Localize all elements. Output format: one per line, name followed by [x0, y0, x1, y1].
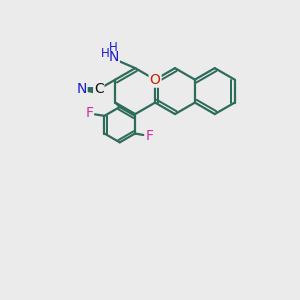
Text: F: F	[85, 106, 93, 121]
Text: C: C	[94, 82, 104, 96]
Text: F: F	[146, 129, 154, 143]
Text: H: H	[109, 41, 118, 54]
Text: H: H	[101, 47, 110, 60]
Text: N: N	[109, 50, 119, 64]
Text: O: O	[150, 73, 160, 87]
Text: N: N	[76, 82, 87, 96]
